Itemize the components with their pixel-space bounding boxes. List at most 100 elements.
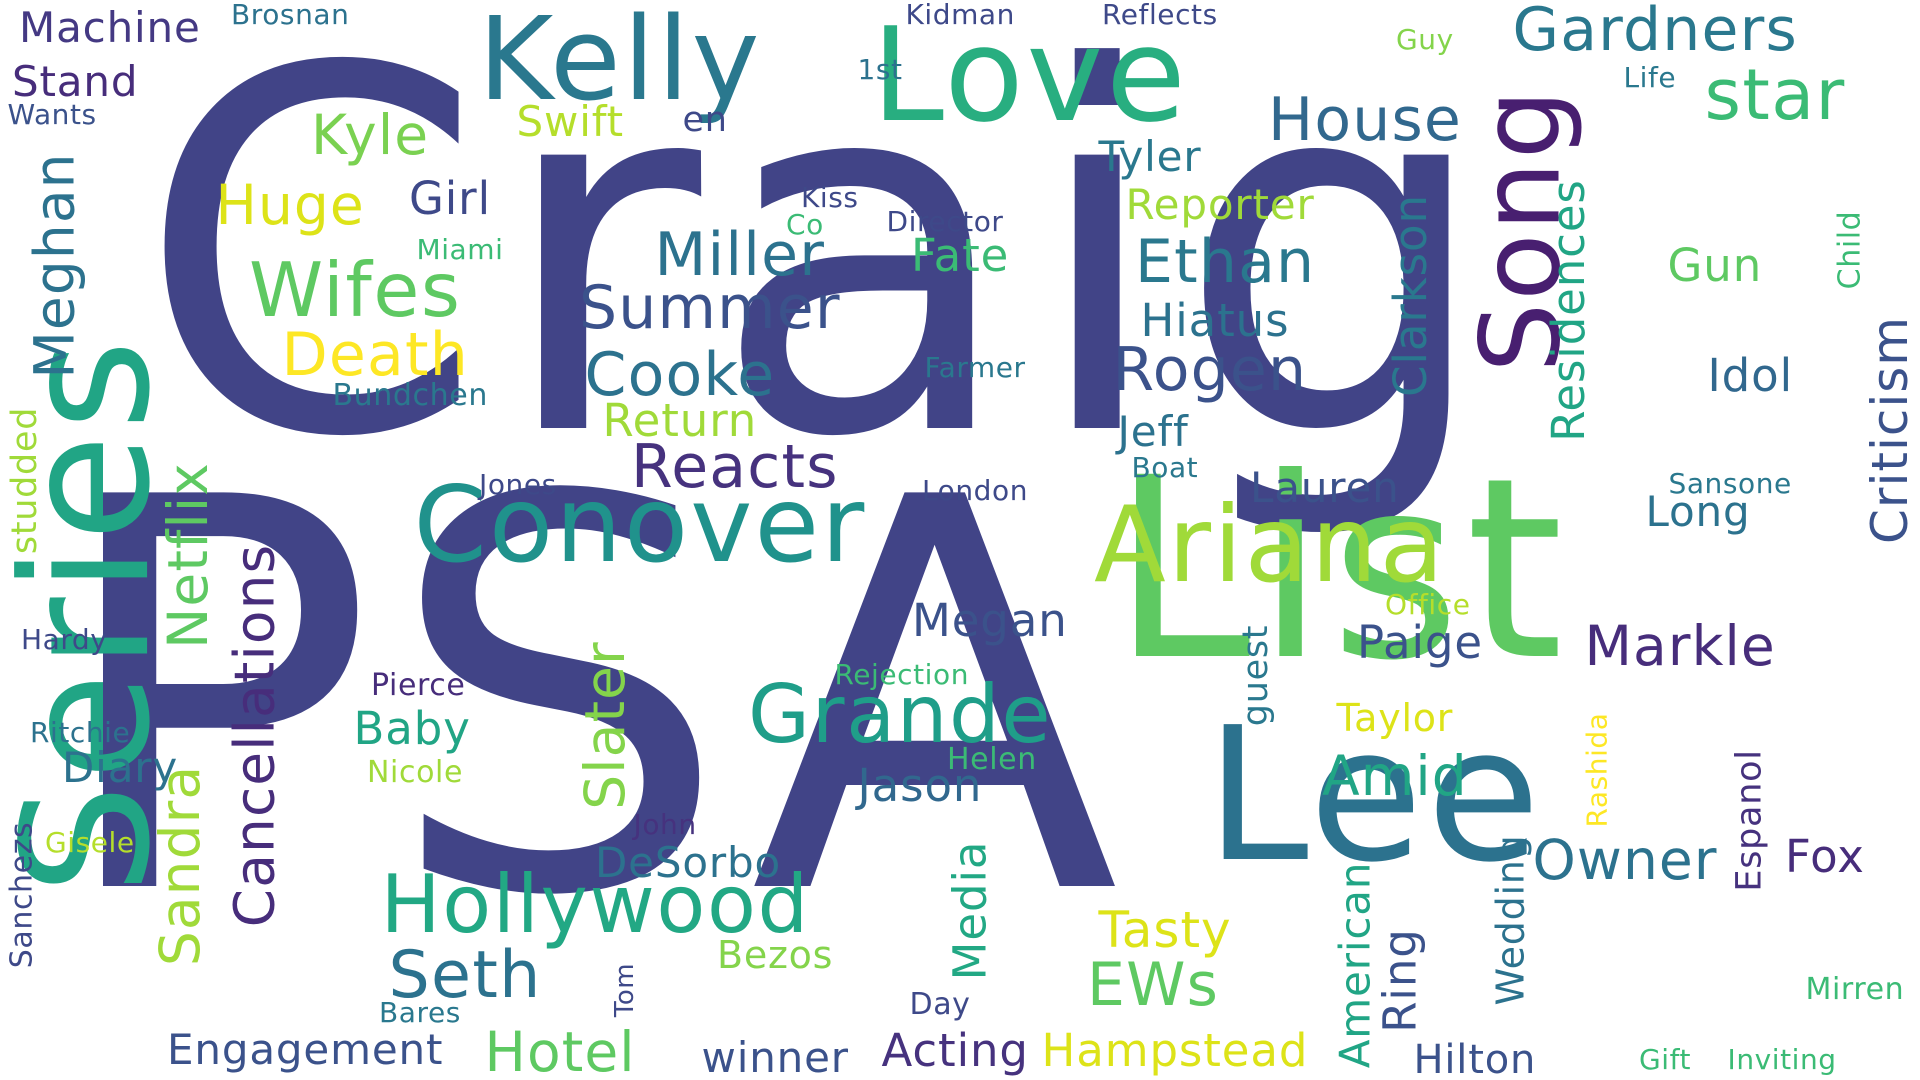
word-miami: Miami bbox=[416, 233, 504, 266]
word-markle: Markle bbox=[1584, 613, 1776, 678]
word-miller: Miller bbox=[654, 220, 826, 290]
word-lauren: Lauren bbox=[1250, 463, 1400, 512]
word-hollywood: Hollywood bbox=[380, 858, 810, 951]
word-pierce: Pierce bbox=[371, 668, 466, 703]
word-ews: EWs bbox=[1087, 950, 1220, 1020]
word-jeff: Jeff bbox=[1117, 407, 1189, 456]
word-inviting: Inviting bbox=[1727, 1043, 1837, 1076]
word-huge: Huge bbox=[215, 172, 365, 237]
word-rashida: Rashida bbox=[1579, 712, 1613, 828]
word-criticism: Criticism bbox=[1861, 316, 1919, 544]
word-desorbo: DeSorbo bbox=[595, 838, 782, 887]
word-paige: Paige bbox=[1357, 615, 1483, 669]
word-craig: Craig bbox=[136, 0, 1504, 546]
word-jones: Jones bbox=[479, 468, 557, 501]
word-office: Office bbox=[1385, 588, 1471, 621]
word-tyler: Tyler bbox=[1098, 132, 1202, 181]
word-residences: Residences bbox=[1541, 178, 1595, 442]
word-seth: Seth bbox=[388, 937, 542, 1013]
word-fate: Fate bbox=[911, 228, 1010, 282]
word-list: List bbox=[1111, 424, 1569, 715]
word-helen: Helen bbox=[947, 742, 1037, 777]
word-farmer: Farmer bbox=[924, 351, 1026, 384]
word-bundchen: Bundchen bbox=[332, 378, 488, 413]
word-director: Director bbox=[886, 205, 1004, 238]
word-lee: Lee bbox=[1205, 686, 1545, 903]
word-american: American bbox=[1329, 861, 1379, 1069]
word-hampstead: Hampstead bbox=[1041, 1023, 1309, 1077]
word-machine: Machine bbox=[19, 3, 201, 52]
word-tom: Tom bbox=[610, 962, 641, 1018]
word-taylor: Taylor bbox=[1336, 696, 1454, 740]
word-gun: Gun bbox=[1667, 238, 1763, 292]
word-meghan: Meghan bbox=[22, 151, 87, 379]
word-reflects: Reflects bbox=[1102, 0, 1218, 31]
word-reporter: Reporter bbox=[1125, 180, 1315, 229]
word-1st: 1st bbox=[857, 53, 903, 86]
word-en: en bbox=[682, 99, 728, 140]
word-sansone: Sansone bbox=[1668, 467, 1792, 500]
word-ethan: Ethan bbox=[1135, 227, 1316, 297]
word-kyle: Kyle bbox=[311, 102, 430, 167]
word-london: London bbox=[922, 474, 1028, 507]
word-ritchie: Ritchie bbox=[30, 716, 131, 749]
word-espanol: Espanol bbox=[1729, 748, 1770, 892]
word-stand: Stand bbox=[12, 57, 139, 106]
word-bezos: Bezos bbox=[717, 933, 834, 977]
word-wedding: Wedding bbox=[1488, 834, 1533, 1006]
word-kiss: Kiss bbox=[801, 181, 859, 214]
word-guest: guest bbox=[1235, 624, 1276, 726]
word-hotel: Hotel bbox=[484, 1020, 636, 1080]
word-owner: Owner bbox=[1532, 827, 1718, 892]
word-rogen: Rogen bbox=[1112, 335, 1308, 405]
word-acting: Acting bbox=[881, 1023, 1029, 1077]
word-tasty: Tasty bbox=[1098, 901, 1232, 959]
word-conover: Conover bbox=[413, 463, 867, 586]
word-clarkson: Clarkson bbox=[1383, 193, 1437, 397]
word-wifes: Wifes bbox=[249, 245, 462, 334]
word-long: Long bbox=[1645, 487, 1751, 536]
word-sanchezs: Sanchezs bbox=[3, 821, 39, 969]
word-sandra: Sandra bbox=[147, 764, 212, 966]
word-engagement: Engagement bbox=[167, 1025, 444, 1074]
word-wants: Wants bbox=[7, 98, 97, 131]
word-child: Child bbox=[1831, 210, 1867, 290]
word-death: Death bbox=[281, 320, 469, 390]
word-media: Media bbox=[943, 840, 997, 980]
word-hardy: Hardy bbox=[21, 623, 108, 656]
word-jason: Jason bbox=[857, 758, 983, 812]
word-return: Return bbox=[602, 393, 758, 447]
word-ariana: Ariana bbox=[1094, 483, 1447, 606]
word-kelly: Kelly bbox=[478, 0, 762, 127]
word-bares: Bares bbox=[379, 996, 461, 1029]
word-girl: Girl bbox=[409, 171, 491, 225]
word-fox: Fox bbox=[1785, 829, 1865, 883]
word-boat: Boat bbox=[1131, 451, 1199, 484]
word-psa: PSA bbox=[50, 386, 1131, 1014]
word-rejection: Rejection bbox=[834, 658, 969, 691]
word-summer: Summer bbox=[579, 273, 841, 343]
word-slater: Slater bbox=[572, 640, 637, 810]
word-gisele: Gisele bbox=[45, 826, 135, 859]
word-co: Co bbox=[786, 208, 824, 241]
word-megan: Megan bbox=[912, 593, 1068, 647]
word-swift: Swift bbox=[516, 97, 624, 146]
word-hilton: Hilton bbox=[1413, 1037, 1537, 1080]
word-grande: Grande bbox=[748, 668, 1053, 761]
word-cooke: Cooke bbox=[584, 340, 776, 410]
word-john: John bbox=[633, 808, 697, 841]
word-studded: studded bbox=[4, 406, 45, 554]
word-hiatus: Hiatus bbox=[1140, 293, 1290, 347]
word-idol: Idol bbox=[1707, 348, 1793, 402]
word-love: Love bbox=[871, 0, 1189, 151]
word-baby: Baby bbox=[353, 701, 471, 755]
word-cancellations: Cancellations bbox=[222, 543, 287, 927]
word-ring: Ring bbox=[1373, 927, 1427, 1033]
word-star: star bbox=[1704, 54, 1846, 136]
word-netflix: Netflix bbox=[155, 461, 220, 649]
word-day: Day bbox=[909, 987, 971, 1022]
word-mirren: Mirren bbox=[1805, 972, 1905, 1007]
word-gift: Gift bbox=[1639, 1043, 1692, 1076]
word-guy: Guy bbox=[1396, 23, 1454, 56]
